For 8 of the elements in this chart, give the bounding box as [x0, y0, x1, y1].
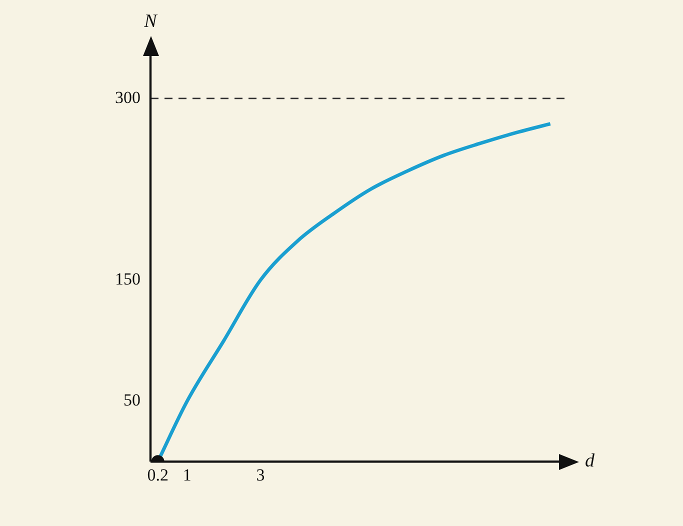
x-tick-label: 3 — [256, 465, 265, 484]
x-axis-title: d — [585, 450, 595, 472]
x-tick-label: 1 — [182, 465, 192, 484]
y-axis-title: N — [143, 11, 158, 32]
x-tick-label: 0.2 — [147, 465, 168, 484]
y-tick-label: 300 — [115, 88, 140, 107]
y-tick-label: 150 — [115, 269, 140, 288]
y-tick-label: 50 — [124, 390, 140, 410]
